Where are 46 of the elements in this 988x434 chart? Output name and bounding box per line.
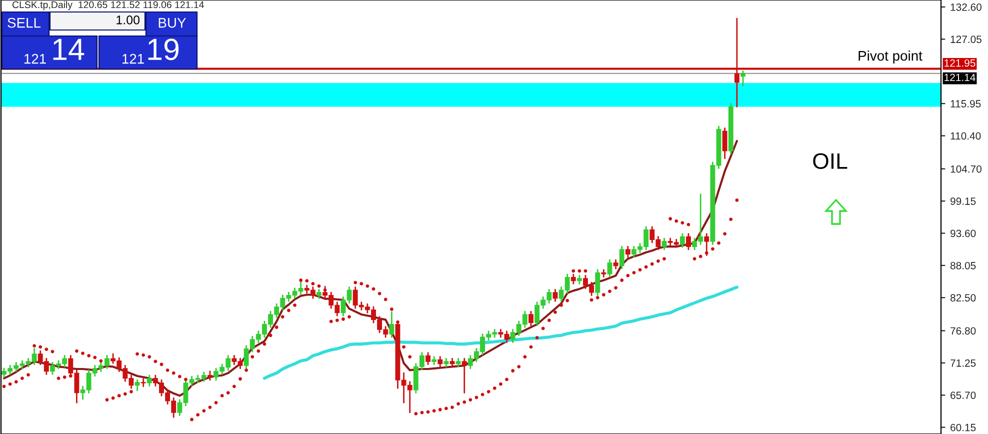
annotation: BUY — [158, 18, 186, 28]
candlestick — [146, 374, 152, 387]
ref-line-label: 121.14 — [944, 74, 976, 82]
y-tick-label: 127.05 — [950, 36, 982, 44]
y-tick-label: 132.60 — [950, 3, 982, 11]
candlestick — [426, 352, 430, 366]
candlestick — [734, 18, 740, 108]
annotation: 1.00 — [116, 16, 140, 24]
text: OIL — [813, 153, 848, 169]
candlestick — [438, 356, 443, 368]
annotation: 14 — [53, 38, 84, 60]
candlestick — [134, 379, 140, 392]
candlestick — [528, 310, 534, 326]
candlestick — [140, 378, 146, 388]
y-tick-label: 82.50 — [950, 294, 976, 302]
candlestick — [570, 274, 576, 284]
candlestick — [462, 358, 467, 394]
candlestick — [625, 246, 630, 258]
annotation: 19 — [148, 38, 179, 60]
chart-title: CLSK.tp,Daily 120.65 121.52 119.06 121.14 — [12, 1, 204, 10]
candlestick — [552, 288, 558, 302]
ref-line-label: 121.95 — [944, 59, 976, 67]
annotation: SELL — [8, 18, 41, 28]
candlestick — [740, 70, 746, 86]
y-tick-label: 115.95 — [950, 100, 981, 108]
y-tick-label: 60.15 — [950, 424, 976, 432]
y-tick-label: 93.60 — [950, 230, 976, 238]
y-tick-label: 88.05 — [950, 262, 976, 270]
y-tick-label: 76.80 — [950, 327, 976, 335]
y-tick-label: 110.40 — [950, 132, 981, 140]
candlestick — [704, 233, 710, 256]
candlestick — [686, 233, 691, 250]
candlestick — [662, 238, 667, 250]
y-tick-label: 65.70 — [950, 392, 976, 400]
candlestick — [389, 311, 394, 338]
candlestick — [607, 259, 612, 278]
y-tick-label: 71.25 — [950, 359, 976, 367]
candlestick — [722, 128, 728, 160]
candlestick — [680, 233, 685, 248]
candlestick — [619, 246, 624, 270]
annotation: 121 — [24, 54, 46, 64]
text: Pivot point — [858, 50, 922, 64]
line-series — [262, 286, 738, 380]
y-tick-label: 104.70 — [950, 165, 982, 173]
y-tick-label: 99.15 — [950, 198, 976, 205]
annotation: 121 — [122, 54, 144, 64]
